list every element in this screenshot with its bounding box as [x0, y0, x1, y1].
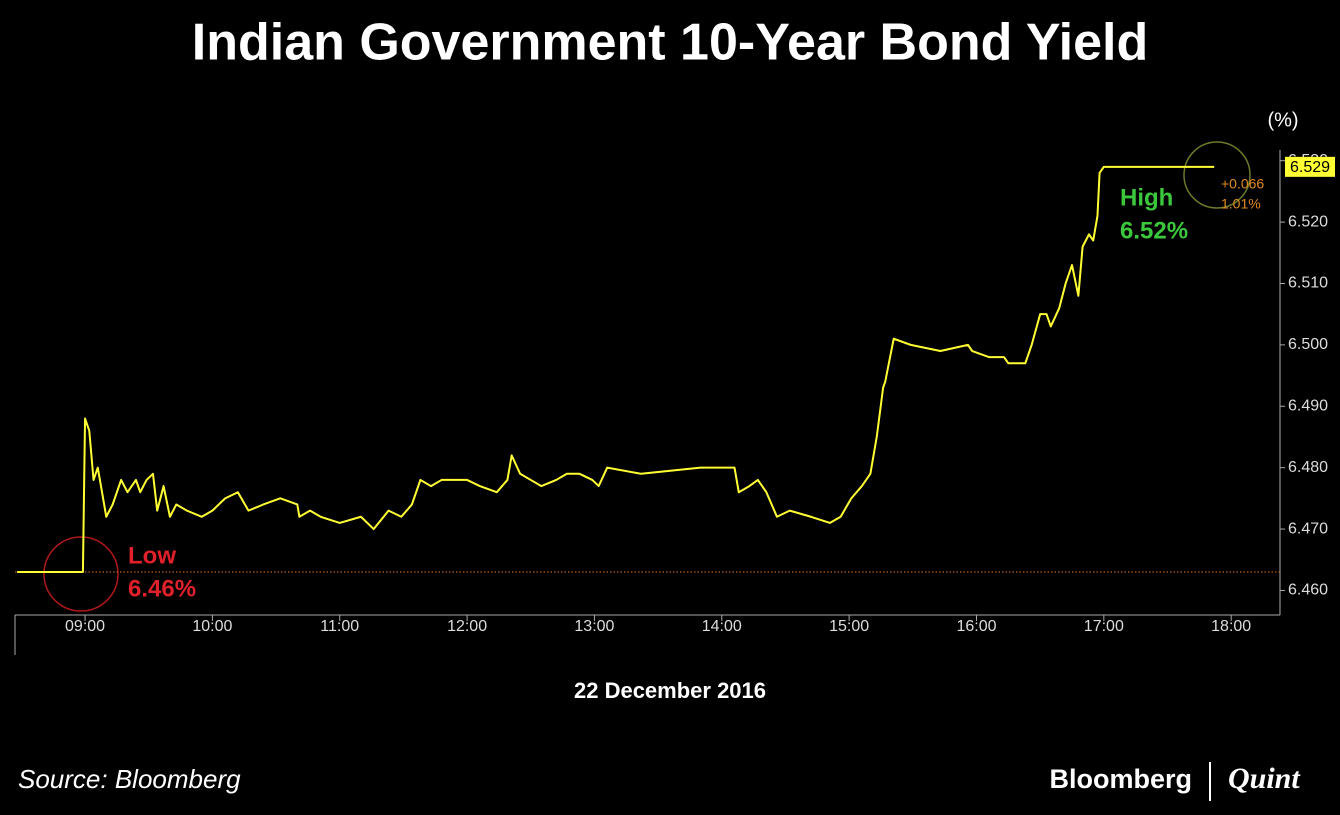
brand: Quint: [1228, 762, 1301, 795]
brand: Bloomberg: [1049, 764, 1192, 794]
x-tick-label: 18:00: [1211, 618, 1251, 635]
x-tick-label: 14:00: [702, 618, 742, 635]
change-label: +0.066: [1221, 176, 1264, 192]
chart-title: Indian Government 10-Year Bond Yield: [192, 14, 1148, 72]
annotation: High: [1120, 184, 1173, 211]
y-tick-label: 6.460: [1288, 582, 1328, 599]
y-tick-label: 6.480: [1288, 459, 1328, 476]
change-pct-label: 1.01%: [1221, 196, 1261, 212]
x-tick-label: 15:00: [829, 618, 869, 635]
annotation: 6.46%: [128, 575, 196, 602]
y-unit: (%): [1267, 109, 1298, 131]
annotation: 6.52%: [1120, 217, 1188, 244]
y-tick-label: 6.500: [1288, 336, 1328, 353]
y-tick-label: 6.490: [1288, 397, 1328, 414]
y-tick-label: 6.510: [1288, 275, 1328, 292]
x-tick-label: 10:00: [192, 618, 232, 635]
x-tick-label: 09:00: [65, 618, 105, 635]
x-label: 22 December 2016: [574, 678, 766, 703]
x-tick-label: 11:00: [320, 618, 359, 635]
x-tick-label: 16:00: [956, 618, 996, 635]
x-tick-label: 13:00: [574, 618, 614, 635]
low-circle: [43, 536, 119, 612]
y-tick-label: 6.520: [1288, 213, 1328, 230]
last-value-box: [1285, 156, 1335, 177]
last-value-label: 6.529: [1290, 159, 1330, 176]
high-circle: [1183, 141, 1251, 209]
line-series: [17, 165, 1215, 574]
x-tick-label: 12:00: [447, 618, 487, 635]
y-tick-label: 6.470: [1288, 520, 1328, 537]
annotation: Low: [128, 542, 176, 569]
source: Source: Bloomberg: [18, 764, 241, 794]
x-tick-label: 17:00: [1084, 618, 1124, 635]
